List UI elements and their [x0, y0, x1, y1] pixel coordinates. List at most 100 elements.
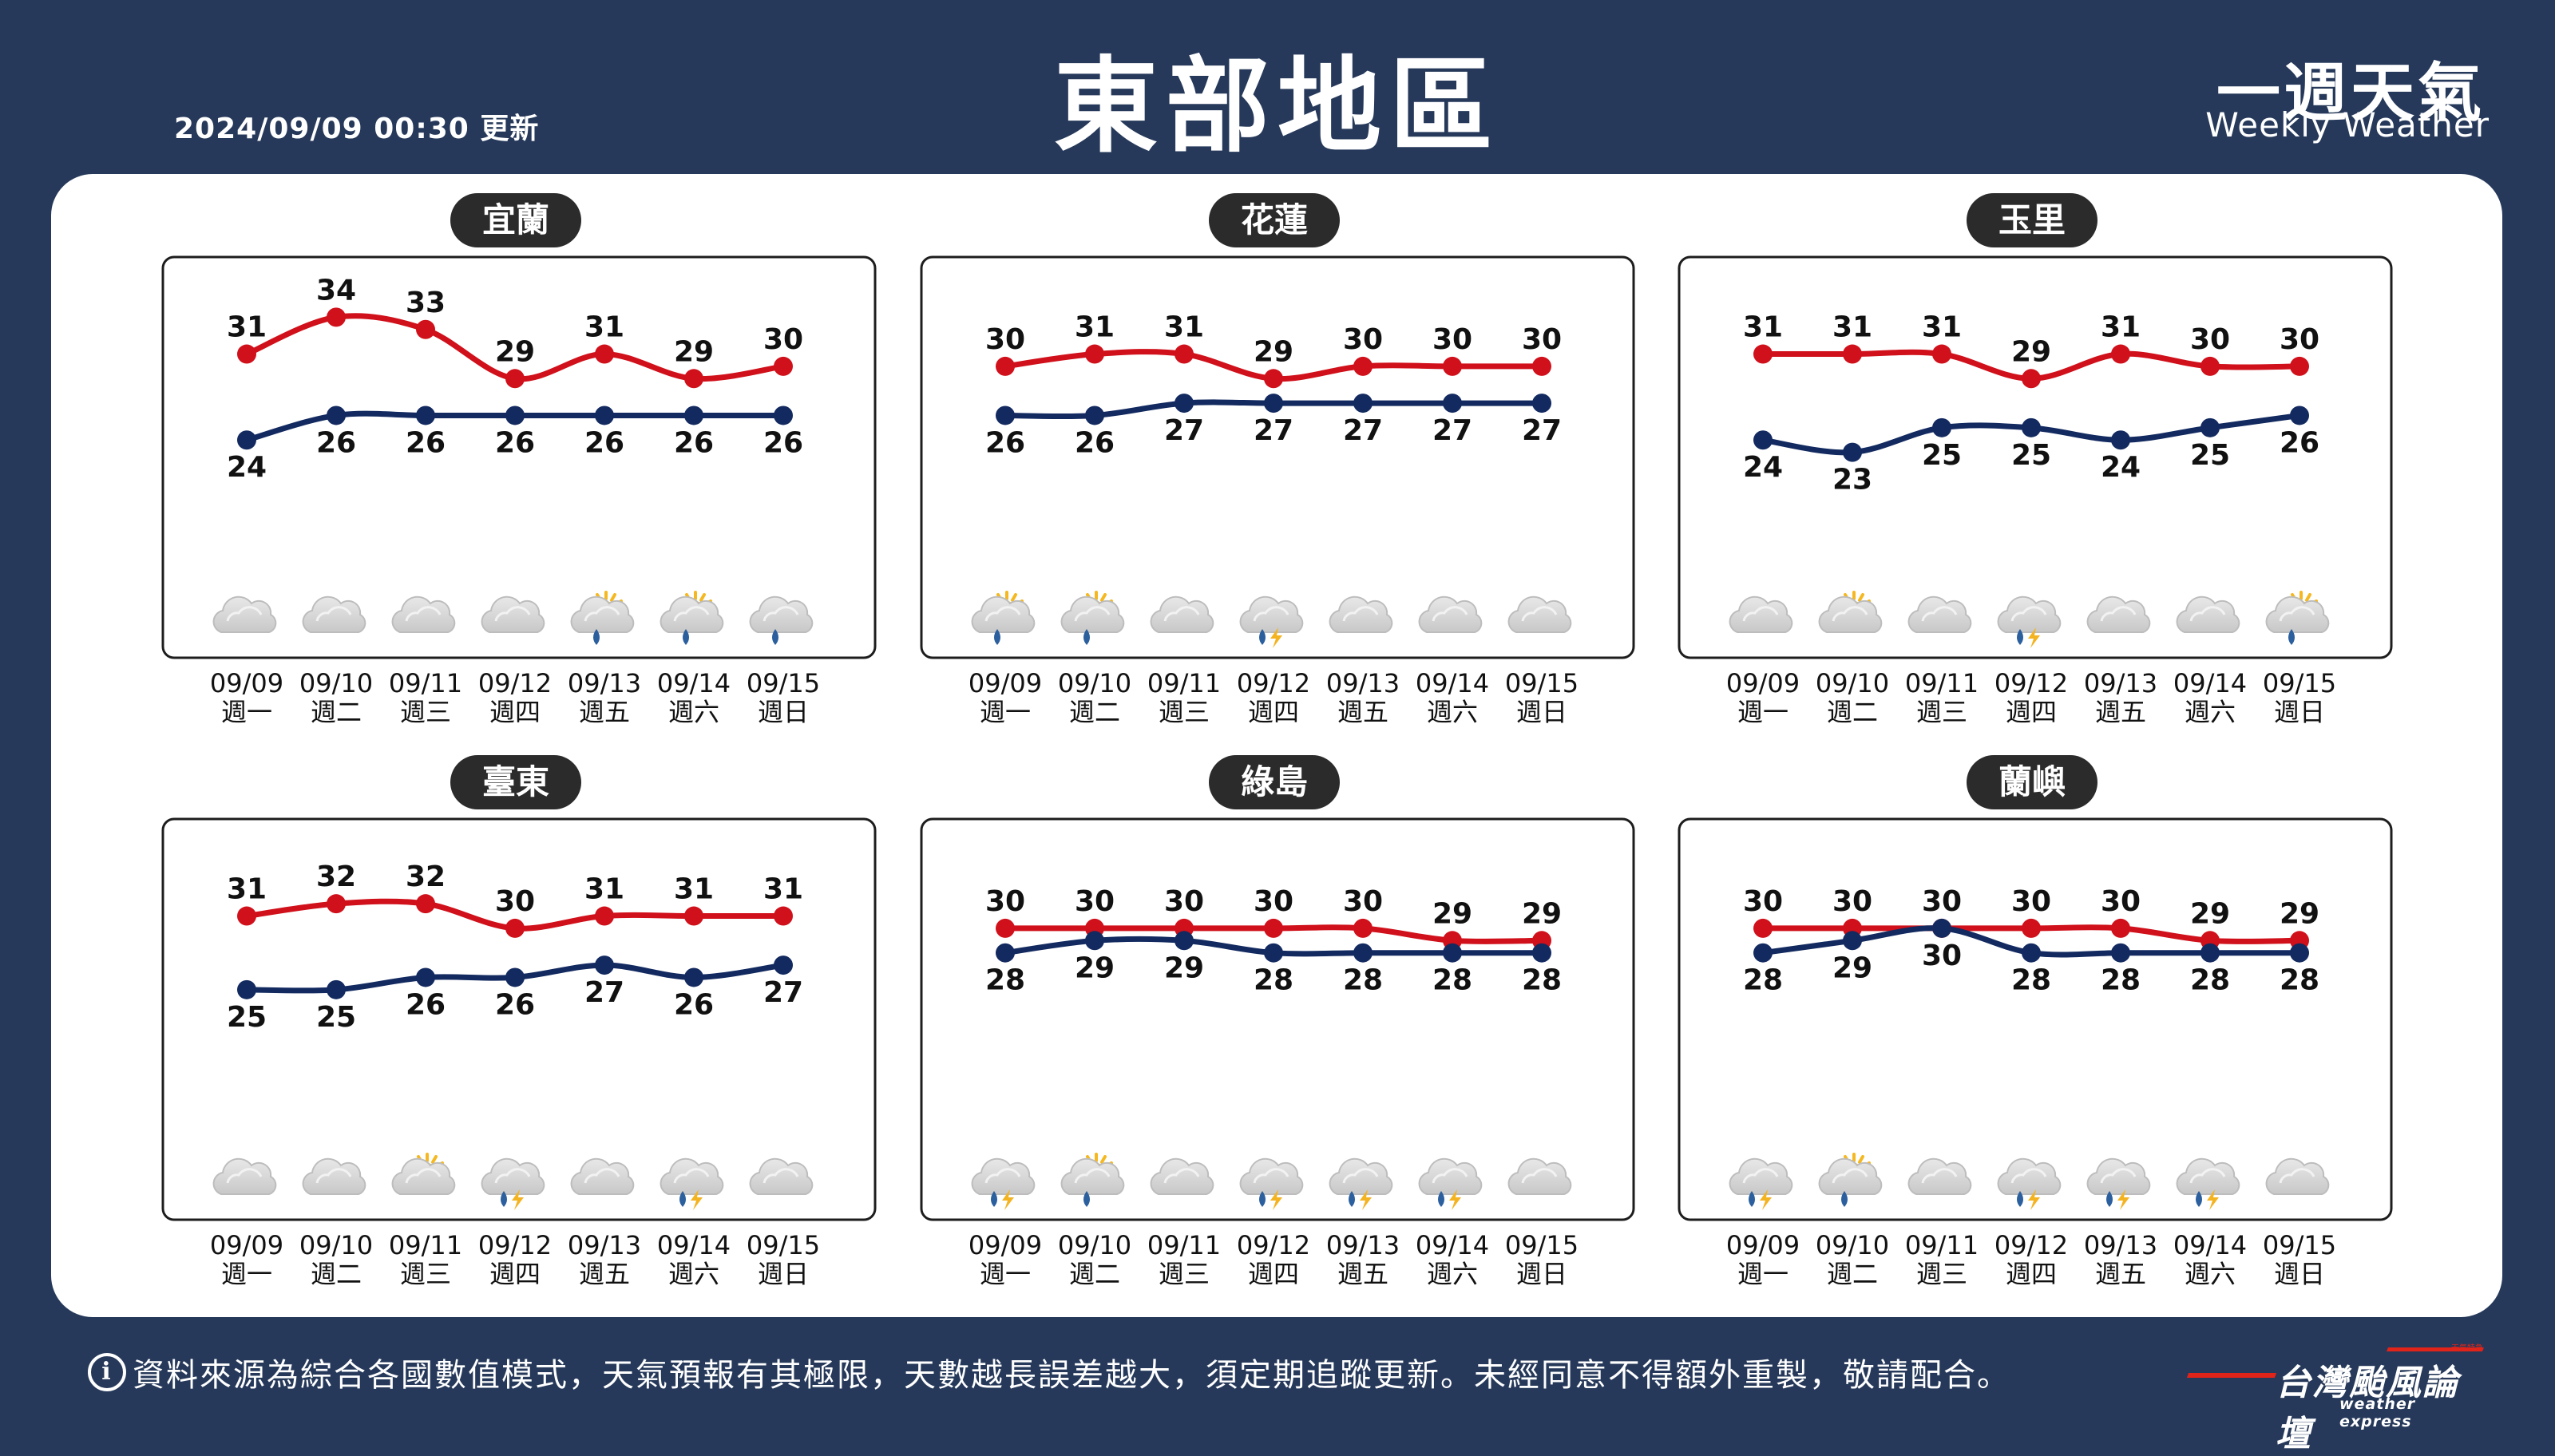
low-temp-point: [1443, 943, 1462, 963]
high-temp-label: 30: [2011, 885, 2051, 918]
thunderstorm-icon: [2176, 1157, 2240, 1210]
low-temp-label: 28: [1743, 964, 1783, 997]
cloud-shape: [1150, 595, 1214, 633]
cloudy-icon: [481, 595, 545, 633]
cloud-highlight: [1832, 1168, 1868, 1184]
cloudy-icon: [1150, 1157, 1214, 1195]
brand-title: 一週天氣: [2216, 56, 2485, 130]
cloudy-icon: [749, 1157, 814, 1195]
cloud-shape: [212, 595, 277, 633]
thunderstorm-icon: [481, 1157, 545, 1210]
cloud-highlight: [494, 606, 531, 622]
low-temp-point: [1532, 943, 1551, 963]
weekday-label: 週一: [1737, 697, 1788, 727]
high-temp-label: 30: [1343, 885, 1383, 918]
cloud-highlight: [1074, 1168, 1111, 1184]
chart-frame: [161, 255, 877, 659]
cloud-highlight: [763, 1168, 799, 1184]
cloud-shape: [2086, 595, 2151, 633]
cloud-highlight: [673, 606, 710, 622]
low-temp-label: 26: [674, 988, 714, 1021]
cloud-shape: [1418, 1157, 1483, 1195]
high-temp-point: [2200, 356, 2220, 376]
high-temp-point: [1932, 344, 1951, 364]
cloud-highlight: [1432, 1168, 1468, 1184]
rain-drop: [2106, 1191, 2113, 1207]
low-temp-label: 28: [1522, 964, 1562, 997]
location-label: 玉里: [1998, 200, 2066, 239]
cloud-shape: [570, 1157, 635, 1195]
low-temp-point: [1085, 931, 1104, 951]
rain-drop: [683, 629, 689, 645]
cloudy-icon: [1907, 1157, 1972, 1195]
high-temp-point: [2111, 344, 2130, 364]
cloud-highlight: [763, 606, 799, 622]
date-label: 09/14: [1416, 1230, 1489, 1260]
high-temp-label: 31: [1164, 311, 1204, 344]
low-temp-label: 30: [1922, 940, 1962, 972]
weekday-label: 週一: [221, 1259, 272, 1289]
date-label: 09/10: [1058, 668, 1131, 698]
weekday-label: 週四: [1248, 697, 1299, 727]
cloud-shape: [570, 595, 635, 633]
high-temp-label: 30: [763, 323, 803, 356]
weekday-label: 週日: [758, 697, 809, 727]
lightning-bolt: [2028, 1189, 2040, 1210]
low-temp-point: [1753, 943, 1773, 963]
cloudy-icon: [1507, 595, 1572, 633]
date-label: 09/11: [389, 1230, 462, 1260]
cloud-highlight: [2279, 606, 2315, 622]
rain-drop: [2288, 629, 2295, 645]
high-temp-point: [684, 369, 703, 389]
sun-ray: [1100, 1154, 1107, 1164]
date-label: 09/12: [478, 1230, 552, 1260]
weekday-label: 週日: [2274, 1259, 2325, 1289]
cloud-highlight: [2189, 1168, 2226, 1184]
low-temp-point: [1175, 931, 1194, 951]
low-temp-point: [774, 406, 793, 425]
high-temp-point: [595, 906, 614, 926]
weekday-label: 週五: [579, 697, 630, 727]
cloud-shape: [1818, 595, 1883, 633]
low-temp-point: [1085, 406, 1104, 425]
low-temp-label: 26: [2280, 426, 2319, 459]
thunderstorm-icon: [1239, 595, 1304, 648]
logo-stripe: [2186, 1373, 2277, 1378]
date-label: 09/14: [657, 668, 731, 698]
cloud-shape: [2176, 595, 2240, 633]
cloud-highlight: [226, 606, 263, 622]
partly-cloudy-icon: [1818, 591, 1883, 633]
weekday-label: 週四: [489, 697, 541, 727]
cloud-shape: [1729, 595, 1793, 633]
rain-drop: [1083, 629, 1090, 645]
weekday-label: 週四: [1248, 1259, 1299, 1289]
date-label: 09/11: [1905, 668, 1979, 698]
low-temp-label: 25: [316, 1001, 356, 1034]
cloud-shape: [1997, 595, 2062, 633]
low-temp-point: [996, 943, 1015, 963]
high-temp-label: 31: [674, 873, 714, 906]
high-temp-point: [505, 369, 525, 389]
high-temp-label: 29: [2190, 897, 2230, 930]
lightning-bolt: [1449, 1189, 1461, 1210]
low-temp-point: [1532, 394, 1551, 413]
low-temp-point: [684, 406, 703, 425]
low-temp-label: 29: [1832, 952, 1872, 984]
low-temp-label: 27: [1254, 414, 1293, 447]
high-temp-label: 31: [584, 311, 624, 344]
high-temp-label: 29: [2280, 897, 2319, 930]
high-temp-label: 30: [1254, 885, 1293, 918]
forecast-board: 宜蘭 31 34 33 29 31 29 30 24 26 26 26 26 26 26 09/09 週一 09/…: [51, 174, 2502, 1317]
sun-cloud-rain-icon: [971, 591, 1036, 645]
high-temp-point: [774, 906, 793, 926]
cloud-shape: [391, 595, 456, 633]
rain-drop: [2017, 629, 2023, 645]
cloud-highlight: [1253, 606, 1289, 622]
high-temp-point: [237, 344, 256, 364]
high-temp-label: 31: [763, 873, 803, 906]
update-time: 2024/09/09 00:30 更新: [174, 113, 540, 145]
low-temp-label: 28: [2011, 964, 2051, 997]
high-temp-label: 29: [1522, 897, 1562, 930]
high-temp-label: 30: [1522, 323, 1562, 356]
